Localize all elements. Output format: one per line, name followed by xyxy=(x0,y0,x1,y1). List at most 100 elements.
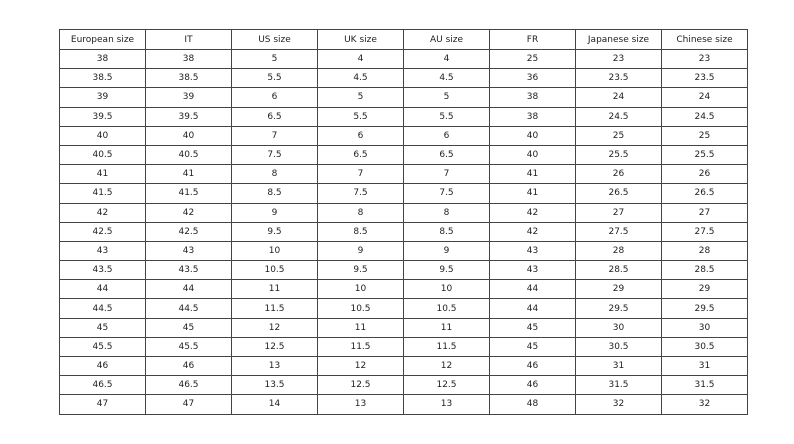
table-cell: 46 xyxy=(489,375,576,396)
column-header: US size xyxy=(231,29,318,50)
table-cell: 25 xyxy=(575,125,662,146)
table-cell: 9.5 xyxy=(231,221,318,242)
table-cell: 40.5 xyxy=(59,144,146,166)
table-cell: 39 xyxy=(145,87,232,108)
table-cell: 27.5 xyxy=(661,221,748,242)
table-cell: 26.5 xyxy=(575,183,662,204)
table-cell: 40 xyxy=(59,125,146,146)
table-cell: 13 xyxy=(403,394,490,415)
table-cell: 27.5 xyxy=(575,221,662,242)
table-cell: 5 xyxy=(231,48,318,70)
table-cell: 5 xyxy=(317,87,404,108)
table-cell: 44.5 xyxy=(145,298,232,319)
table-cell: 9 xyxy=(317,240,404,262)
table-cell: 38.5 xyxy=(145,68,232,89)
table-cell: 11.5 xyxy=(317,336,404,358)
table-cell: 42 xyxy=(59,202,146,223)
table-cell: 45.5 xyxy=(59,336,146,358)
table-cell: 8.5 xyxy=(231,183,318,204)
column-header: FR xyxy=(489,29,576,50)
table-cell: 41.5 xyxy=(145,183,232,204)
table-cell: 24 xyxy=(661,87,748,108)
table-cell: 30.5 xyxy=(575,336,662,358)
table-row: 38 38 5 4 4 25 23 23 xyxy=(59,48,748,70)
table-cell: 39.5 xyxy=(59,106,146,127)
table-cell: 6 xyxy=(317,125,404,146)
shoe-size-conversion-table: European size IT US size UK size AU size FR Ja… xyxy=(59,29,748,415)
table-cell: 26 xyxy=(661,164,748,185)
table-cell: 36 xyxy=(489,68,576,89)
table-cell: 11 xyxy=(403,317,490,338)
table-cell: 5.5 xyxy=(231,68,318,89)
table-cell: 29.5 xyxy=(575,298,662,319)
table-cell: 25.5 xyxy=(661,144,748,166)
table-cell: 7 xyxy=(317,164,404,185)
table-cell: 6.5 xyxy=(403,144,490,166)
table-cell: 28.5 xyxy=(661,260,748,281)
table-cell: 6.5 xyxy=(231,106,318,127)
table-row: 44.5 44.5 11.5 10.5 10.5 44 29.5 29.5 xyxy=(59,298,748,319)
table-cell: 40 xyxy=(489,144,576,166)
table-cell: 27 xyxy=(661,202,748,223)
table-header-row: European size IT US size UK size AU size FR Ja… xyxy=(59,29,748,50)
table-cell: 25 xyxy=(489,48,576,70)
table-cell: 48 xyxy=(489,394,576,415)
table-cell: 31 xyxy=(661,355,748,377)
table-cell: 10.5 xyxy=(231,260,318,281)
table-cell: 45 xyxy=(145,317,232,338)
table-cell: 43.5 xyxy=(145,260,232,281)
table-cell: 38 xyxy=(489,87,576,108)
table-row: 46.5 46.5 13.5 12.5 12.5 46 31.5 31.5 xyxy=(59,375,748,396)
table-cell: 30 xyxy=(661,317,748,338)
table-cell: 7 xyxy=(231,125,318,146)
table-cell: 31 xyxy=(575,355,662,377)
table-cell: 24.5 xyxy=(661,106,748,127)
table-cell: 6 xyxy=(231,87,318,108)
table-cell: 28 xyxy=(575,240,662,262)
table-cell: 10 xyxy=(403,279,490,300)
table-cell: 8 xyxy=(317,202,404,223)
table-cell: 11.5 xyxy=(231,298,318,319)
table-cell: 42.5 xyxy=(59,221,146,242)
table-cell: 6.5 xyxy=(317,144,404,166)
table-cell: 41.5 xyxy=(59,183,146,204)
table-cell: 11 xyxy=(317,317,404,338)
table-cell: 23.5 xyxy=(661,68,748,89)
table-cell: 29 xyxy=(661,279,748,300)
table-cell: 11 xyxy=(231,279,318,300)
table-cell: 45.5 xyxy=(145,336,232,358)
table-cell: 12.5 xyxy=(231,336,318,358)
table-cell: 38.5 xyxy=(59,68,146,89)
table-cell: 5 xyxy=(403,87,490,108)
table-cell: 23 xyxy=(661,48,748,70)
table-cell: 10.5 xyxy=(403,298,490,319)
table-cell: 10 xyxy=(231,240,318,262)
column-header: UK size xyxy=(317,29,404,50)
table-cell: 39.5 xyxy=(145,106,232,127)
table-cell: 43 xyxy=(59,240,146,262)
table-cell: 31.5 xyxy=(661,375,748,396)
column-header: AU size xyxy=(403,29,490,50)
table-cell: 8.5 xyxy=(317,221,404,242)
table-cell: 42 xyxy=(489,221,576,242)
table-cell: 7.5 xyxy=(317,183,404,204)
table-cell: 44 xyxy=(489,279,576,300)
table-row: 47 47 14 13 13 48 32 32 xyxy=(59,394,748,415)
table-row: 41.5 41.5 8.5 7.5 7.5 41 26.5 26.5 xyxy=(59,183,748,204)
table-cell: 27 xyxy=(575,202,662,223)
table-cell: 23.5 xyxy=(575,68,662,89)
table-cell: 43 xyxy=(489,240,576,262)
table-row: 43.5 43.5 10.5 9.5 9.5 43 28.5 28.5 xyxy=(59,260,748,281)
table-cell: 28 xyxy=(661,240,748,262)
table-cell: 26 xyxy=(575,164,662,185)
table-cell: 4 xyxy=(317,48,404,70)
table-cell: 9.5 xyxy=(403,260,490,281)
table-cell: 43 xyxy=(489,260,576,281)
table-cell: 4.5 xyxy=(403,68,490,89)
table-cell: 42 xyxy=(489,202,576,223)
table-row: 39.5 39.5 6.5 5.5 5.5 38 24.5 24.5 xyxy=(59,106,748,127)
table-row: 42 42 9 8 8 42 27 27 xyxy=(59,202,748,223)
table-row: 42.5 42.5 9.5 8.5 8.5 42 27.5 27.5 xyxy=(59,221,748,242)
table-cell: 5.5 xyxy=(317,106,404,127)
table-cell: 32 xyxy=(575,394,662,415)
